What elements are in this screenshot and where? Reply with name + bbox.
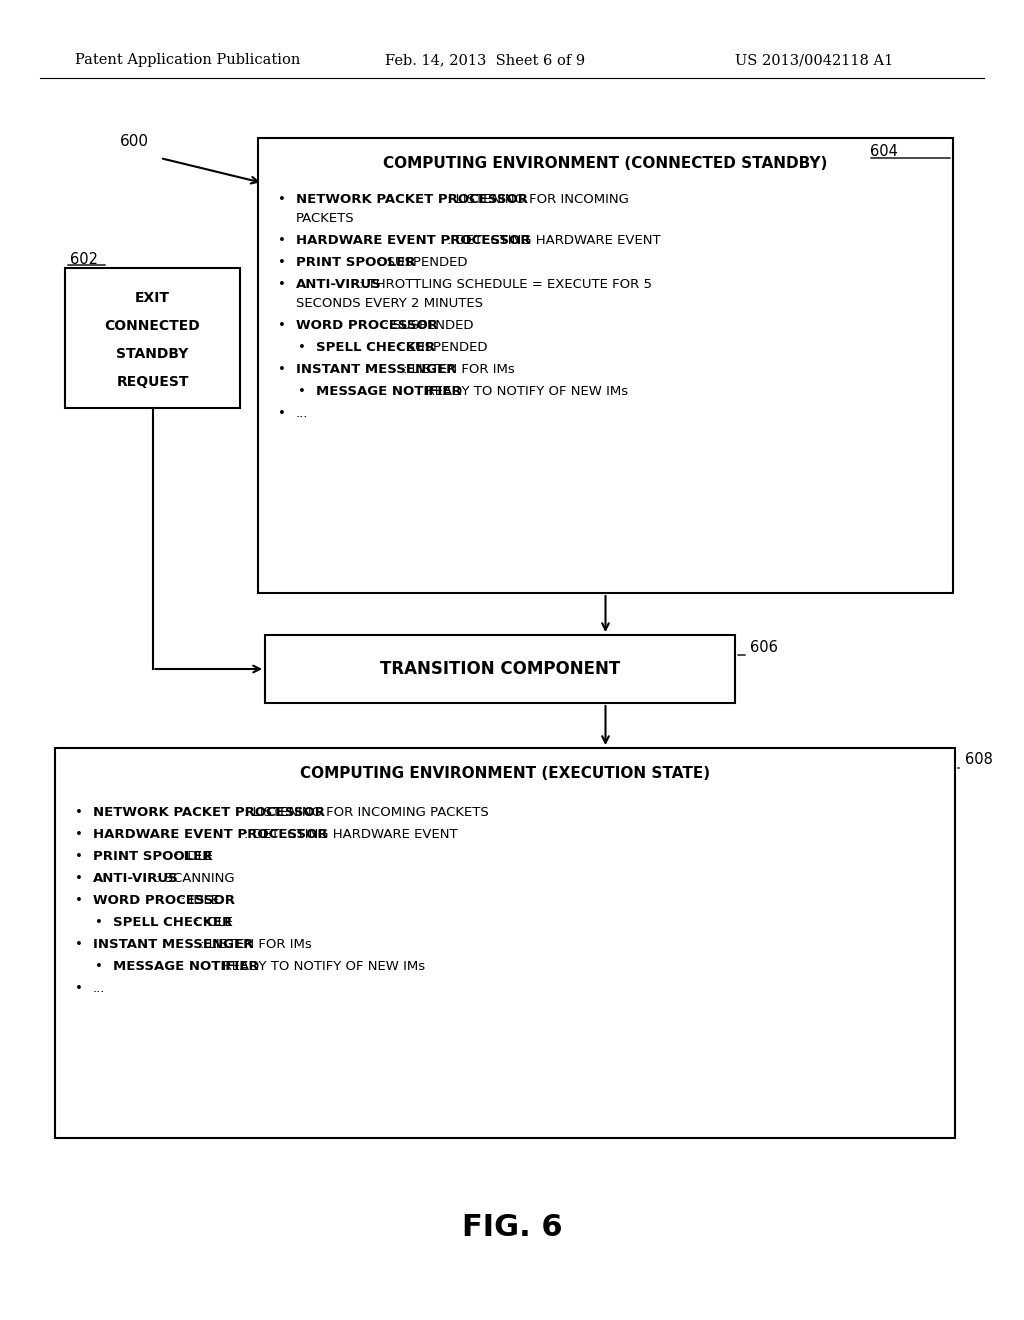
Text: : SUSPENDED: : SUSPENDED xyxy=(384,319,474,333)
Text: SPELL CHECKER: SPELL CHECKER xyxy=(316,341,435,354)
Text: •: • xyxy=(278,279,286,290)
Text: •: • xyxy=(75,828,83,841)
Text: : SUSPENDED: : SUSPENDED xyxy=(398,341,487,354)
Text: MESSAGE NOTIFIER: MESSAGE NOTIFIER xyxy=(113,960,259,973)
Text: COMPUTING ENVIRONMENT (EXECUTION STATE): COMPUTING ENVIRONMENT (EXECUTION STATE) xyxy=(300,766,710,780)
Text: INSTANT MESSENGER: INSTANT MESSENGER xyxy=(93,939,253,950)
Text: MESSAGE NOTIFIER: MESSAGE NOTIFIER xyxy=(316,385,462,399)
Text: : THROTTLING SCHEDULE = EXECUTE FOR 5: : THROTTLING SCHEDULE = EXECUTE FOR 5 xyxy=(359,279,652,290)
Text: NETWORK PACKET PROCESSOR: NETWORK PACKET PROCESSOR xyxy=(296,193,528,206)
Text: Feb. 14, 2013  Sheet 6 of 9: Feb. 14, 2013 Sheet 6 of 9 xyxy=(385,53,585,67)
Text: : LISTEN FOR IMs: : LISTEN FOR IMs xyxy=(200,939,312,950)
Text: •: • xyxy=(75,894,83,907)
Text: SECONDS EVERY 2 MINUTES: SECONDS EVERY 2 MINUTES xyxy=(296,297,483,310)
Text: •: • xyxy=(75,850,83,863)
Text: PRINT SPOOLER: PRINT SPOOLER xyxy=(296,256,416,269)
Text: : LISTEN FOR IMs: : LISTEN FOR IMs xyxy=(403,363,515,376)
Text: HARDWARE EVENT PROCESSOR: HARDWARE EVENT PROCESSOR xyxy=(93,828,328,841)
Text: : LISTENING FOR INCOMING: : LISTENING FOR INCOMING xyxy=(447,193,629,206)
Text: •: • xyxy=(95,960,102,973)
Text: STANDBY: STANDBY xyxy=(117,347,188,360)
Text: INSTANT MESSENGER: INSTANT MESSENGER xyxy=(296,363,457,376)
Text: EXIT: EXIT xyxy=(135,290,170,305)
Text: •: • xyxy=(298,341,306,354)
Text: : IDLE: : IDLE xyxy=(181,894,219,907)
Text: : IDLE: : IDLE xyxy=(175,850,213,863)
Text: ANTI-VIRUS: ANTI-VIRUS xyxy=(296,279,382,290)
Text: •: • xyxy=(75,982,83,995)
Text: : SUSPENDED: : SUSPENDED xyxy=(378,256,467,269)
Bar xyxy=(265,635,735,704)
Text: •: • xyxy=(278,319,286,333)
Bar xyxy=(55,748,955,1138)
Bar xyxy=(258,139,953,593)
Bar xyxy=(65,268,240,408)
Text: : DETECTING HARDWARE EVENT: : DETECTING HARDWARE EVENT xyxy=(244,828,458,841)
Text: NETWORK PACKET PROCESSOR: NETWORK PACKET PROCESSOR xyxy=(93,807,325,818)
Text: : IDLE: : IDLE xyxy=(195,916,232,929)
Text: TRANSITION COMPONENT: TRANSITION COMPONENT xyxy=(380,660,621,678)
Text: •: • xyxy=(75,873,83,884)
Text: ANTI-VIRUS: ANTI-VIRUS xyxy=(93,873,179,884)
Text: •: • xyxy=(278,193,286,206)
Text: : SCANNING: : SCANNING xyxy=(156,873,234,884)
Text: : DETECTING HARDWARE EVENT: : DETECTING HARDWARE EVENT xyxy=(447,234,660,247)
Text: FIG. 6: FIG. 6 xyxy=(462,1213,562,1242)
Text: 608: 608 xyxy=(965,752,993,767)
Text: •: • xyxy=(278,256,286,269)
Text: HARDWARE EVENT PROCESSOR: HARDWARE EVENT PROCESSOR xyxy=(296,234,530,247)
Text: 600: 600 xyxy=(120,135,150,149)
Text: 606: 606 xyxy=(750,639,778,655)
Text: WORD PROCESSOR: WORD PROCESSOR xyxy=(93,894,234,907)
Text: REQUEST: REQUEST xyxy=(117,375,188,389)
Text: •: • xyxy=(278,407,286,420)
Text: US 2013/0042118 A1: US 2013/0042118 A1 xyxy=(735,53,893,67)
Text: : LISTENING FOR INCOMING PACKETS: : LISTENING FOR INCOMING PACKETS xyxy=(244,807,488,818)
Text: PRINT SPOOLER: PRINT SPOOLER xyxy=(93,850,213,863)
Text: ...: ... xyxy=(93,982,105,995)
Text: 604: 604 xyxy=(870,144,898,160)
Text: COMPUTING ENVIRONMENT (CONNECTED STANDBY): COMPUTING ENVIRONMENT (CONNECTED STANDBY… xyxy=(383,156,827,170)
Text: CONNECTED: CONNECTED xyxy=(104,319,201,333)
Text: PACKETS: PACKETS xyxy=(296,213,354,224)
Text: •: • xyxy=(278,234,286,247)
Text: •: • xyxy=(298,385,306,399)
Text: : READY TO NOTIFY OF NEW IMs: : READY TO NOTIFY OF NEW IMs xyxy=(214,960,425,973)
Text: •: • xyxy=(75,939,83,950)
Text: WORD PROCESSOR: WORD PROCESSOR xyxy=(296,319,438,333)
Text: •: • xyxy=(95,916,102,929)
Text: SPELL CHECKER: SPELL CHECKER xyxy=(113,916,232,929)
Text: •: • xyxy=(278,363,286,376)
Text: : READY TO NOTIFY OF NEW IMs: : READY TO NOTIFY OF NEW IMs xyxy=(417,385,628,399)
Text: Patent Application Publication: Patent Application Publication xyxy=(75,53,300,67)
Text: ...: ... xyxy=(296,407,308,420)
Text: •: • xyxy=(75,807,83,818)
Text: 602: 602 xyxy=(70,252,98,268)
